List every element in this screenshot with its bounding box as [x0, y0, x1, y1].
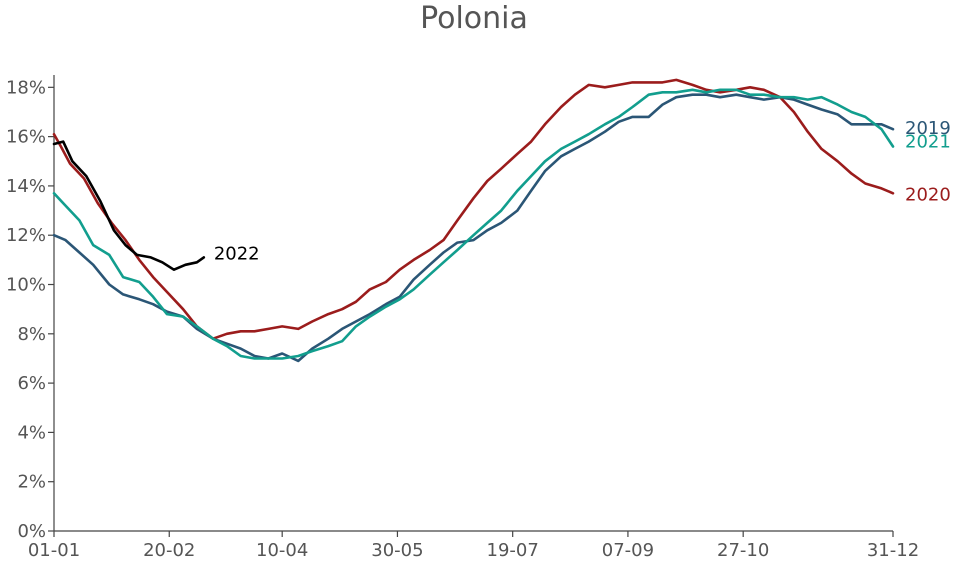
- y-tick-label: 2%: [17, 472, 46, 493]
- series-label-2019: 2019: [905, 118, 951, 139]
- x-tick-label: 01-01: [28, 540, 80, 561]
- y-tick-label: 18%: [6, 77, 46, 98]
- x-ticks: 01-01 20-02 10-04 30-05 19-07 07-09 27-10 31-12: [28, 531, 919, 561]
- series-labels: 2019 2020 2021 2022: [214, 118, 951, 264]
- y-tick-label: 6%: [17, 373, 46, 394]
- series-label-2022: 2022: [214, 243, 260, 264]
- series-lines: [52, 78, 895, 363]
- series-label-2021: 2021: [905, 131, 951, 152]
- y-tick-label: 4%: [17, 422, 46, 443]
- x-tick-label: 10-04: [256, 540, 308, 561]
- chart-axes: [53, 75, 893, 532]
- y-ticks: 0% 2% 4% 6% 8% 10% 12% 14% 16% 18%: [6, 77, 54, 542]
- y-tick-label: 16%: [6, 127, 46, 148]
- series-line-2020: [52, 78, 895, 340]
- y-tick-label: 12%: [6, 225, 46, 246]
- series-line-2022: [52, 140, 206, 271]
- y-tick-label: 0%: [17, 521, 46, 542]
- x-tick-label: 31-12: [867, 540, 919, 561]
- x-tick-label: 30-05: [371, 540, 423, 561]
- y-tick-label: 14%: [6, 176, 46, 197]
- series-label-2020: 2020: [905, 184, 951, 205]
- x-tick-label: 07-09: [602, 540, 654, 561]
- x-tick-label: 27-10: [717, 540, 769, 561]
- series-line-2021: [52, 88, 895, 360]
- x-tick-label: 19-07: [487, 540, 539, 561]
- x-tick-label: 20-02: [143, 540, 195, 561]
- series-line-2019: [52, 93, 895, 363]
- y-tick-label: 8%: [17, 324, 46, 345]
- chart-title: Polonia: [420, 1, 528, 36]
- y-tick-label: 10%: [6, 275, 46, 296]
